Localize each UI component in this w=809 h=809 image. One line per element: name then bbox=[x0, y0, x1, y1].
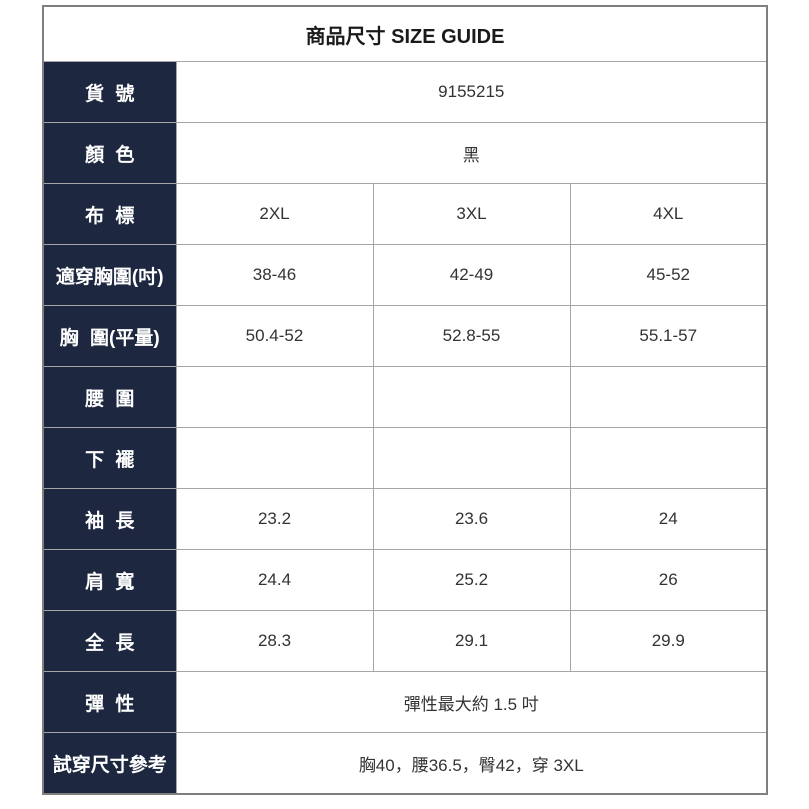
size-guide-table: 商品尺寸 SIZE GUIDE 貨 號 9155215 顏 色 黑 布 標 2X… bbox=[42, 5, 769, 795]
value-cell: 23.6 bbox=[372, 488, 571, 550]
table-row: 胸 圍(平量) 50.4-52 52.8-55 55.1-57 bbox=[42, 305, 768, 367]
row-label-size-tag: 布 標 bbox=[42, 183, 177, 245]
value-cell: 55.1-57 bbox=[569, 305, 768, 367]
value-cell: 29.1 bbox=[372, 610, 571, 672]
row-label-shoulder-width: 肩 寬 bbox=[42, 549, 177, 611]
row-label-color: 顏 色 bbox=[42, 122, 177, 184]
table-row: 腰 圍 bbox=[42, 366, 768, 428]
value-cell: 50.4-52 bbox=[175, 305, 374, 367]
value-cell: 4XL bbox=[569, 183, 768, 245]
row-label-item-number: 貨 號 bbox=[42, 61, 177, 123]
value-cell: 45-52 bbox=[569, 244, 768, 306]
value-cell bbox=[569, 366, 768, 428]
value-cell bbox=[372, 366, 571, 428]
value-cell bbox=[175, 427, 374, 489]
row-label-hem: 下 襬 bbox=[42, 427, 177, 489]
value-cell: 26 bbox=[569, 549, 768, 611]
value-cell: 23.2 bbox=[175, 488, 374, 550]
row-label-waist: 腰 圍 bbox=[42, 366, 177, 428]
value-cell: 24 bbox=[569, 488, 768, 550]
table-row: 試穿尺寸參考 胸40，腰36.5，臀42，穿 3XL bbox=[42, 732, 768, 795]
table-row: 顏 色 黑 bbox=[42, 122, 768, 184]
row-label-chest-flat: 胸 圍(平量) bbox=[42, 305, 177, 367]
row-label-total-length: 全 長 bbox=[42, 610, 177, 672]
value-cell bbox=[372, 427, 571, 489]
value-cell: 2XL bbox=[175, 183, 374, 245]
table-row: 下 襬 bbox=[42, 427, 768, 489]
value-cell: 52.8-55 bbox=[372, 305, 571, 367]
table-row: 商品尺寸 SIZE GUIDE bbox=[42, 5, 768, 62]
value-cell: 38-46 bbox=[175, 244, 374, 306]
table-row: 彈 性 彈性最大約 1.5 吋 bbox=[42, 671, 768, 733]
row-label-sleeve-length: 袖 長 bbox=[42, 488, 177, 550]
table-title: 商品尺寸 SIZE GUIDE bbox=[42, 5, 768, 62]
table-row: 布 標 2XL 3XL 4XL bbox=[42, 183, 768, 245]
value-cell: 29.9 bbox=[569, 610, 768, 672]
value-fitting-reference: 胸40，腰36.5，臀42，穿 3XL bbox=[175, 732, 768, 795]
table-row: 貨 號 9155215 bbox=[42, 61, 768, 123]
value-cell: 24.4 bbox=[175, 549, 374, 611]
value-item-number: 9155215 bbox=[175, 61, 768, 123]
value-cell: 3XL bbox=[372, 183, 571, 245]
table-row: 全 長 28.3 29.1 29.9 bbox=[42, 610, 768, 672]
value-cell: 25.2 bbox=[372, 549, 571, 611]
value-color: 黑 bbox=[175, 122, 768, 184]
value-cell bbox=[569, 427, 768, 489]
value-cell: 42-49 bbox=[372, 244, 571, 306]
value-cell: 28.3 bbox=[175, 610, 374, 672]
value-elasticity: 彈性最大約 1.5 吋 bbox=[175, 671, 768, 733]
row-label-elasticity: 彈 性 bbox=[42, 671, 177, 733]
row-label-fit-chest: 適穿胸圍(吋) bbox=[42, 244, 177, 306]
value-cell bbox=[175, 366, 374, 428]
table-row: 適穿胸圍(吋) 38-46 42-49 45-52 bbox=[42, 244, 768, 306]
table-row: 肩 寬 24.4 25.2 26 bbox=[42, 549, 768, 611]
row-label-fitting-reference: 試穿尺寸參考 bbox=[42, 732, 177, 795]
table-row: 袖 長 23.2 23.6 24 bbox=[42, 488, 768, 550]
